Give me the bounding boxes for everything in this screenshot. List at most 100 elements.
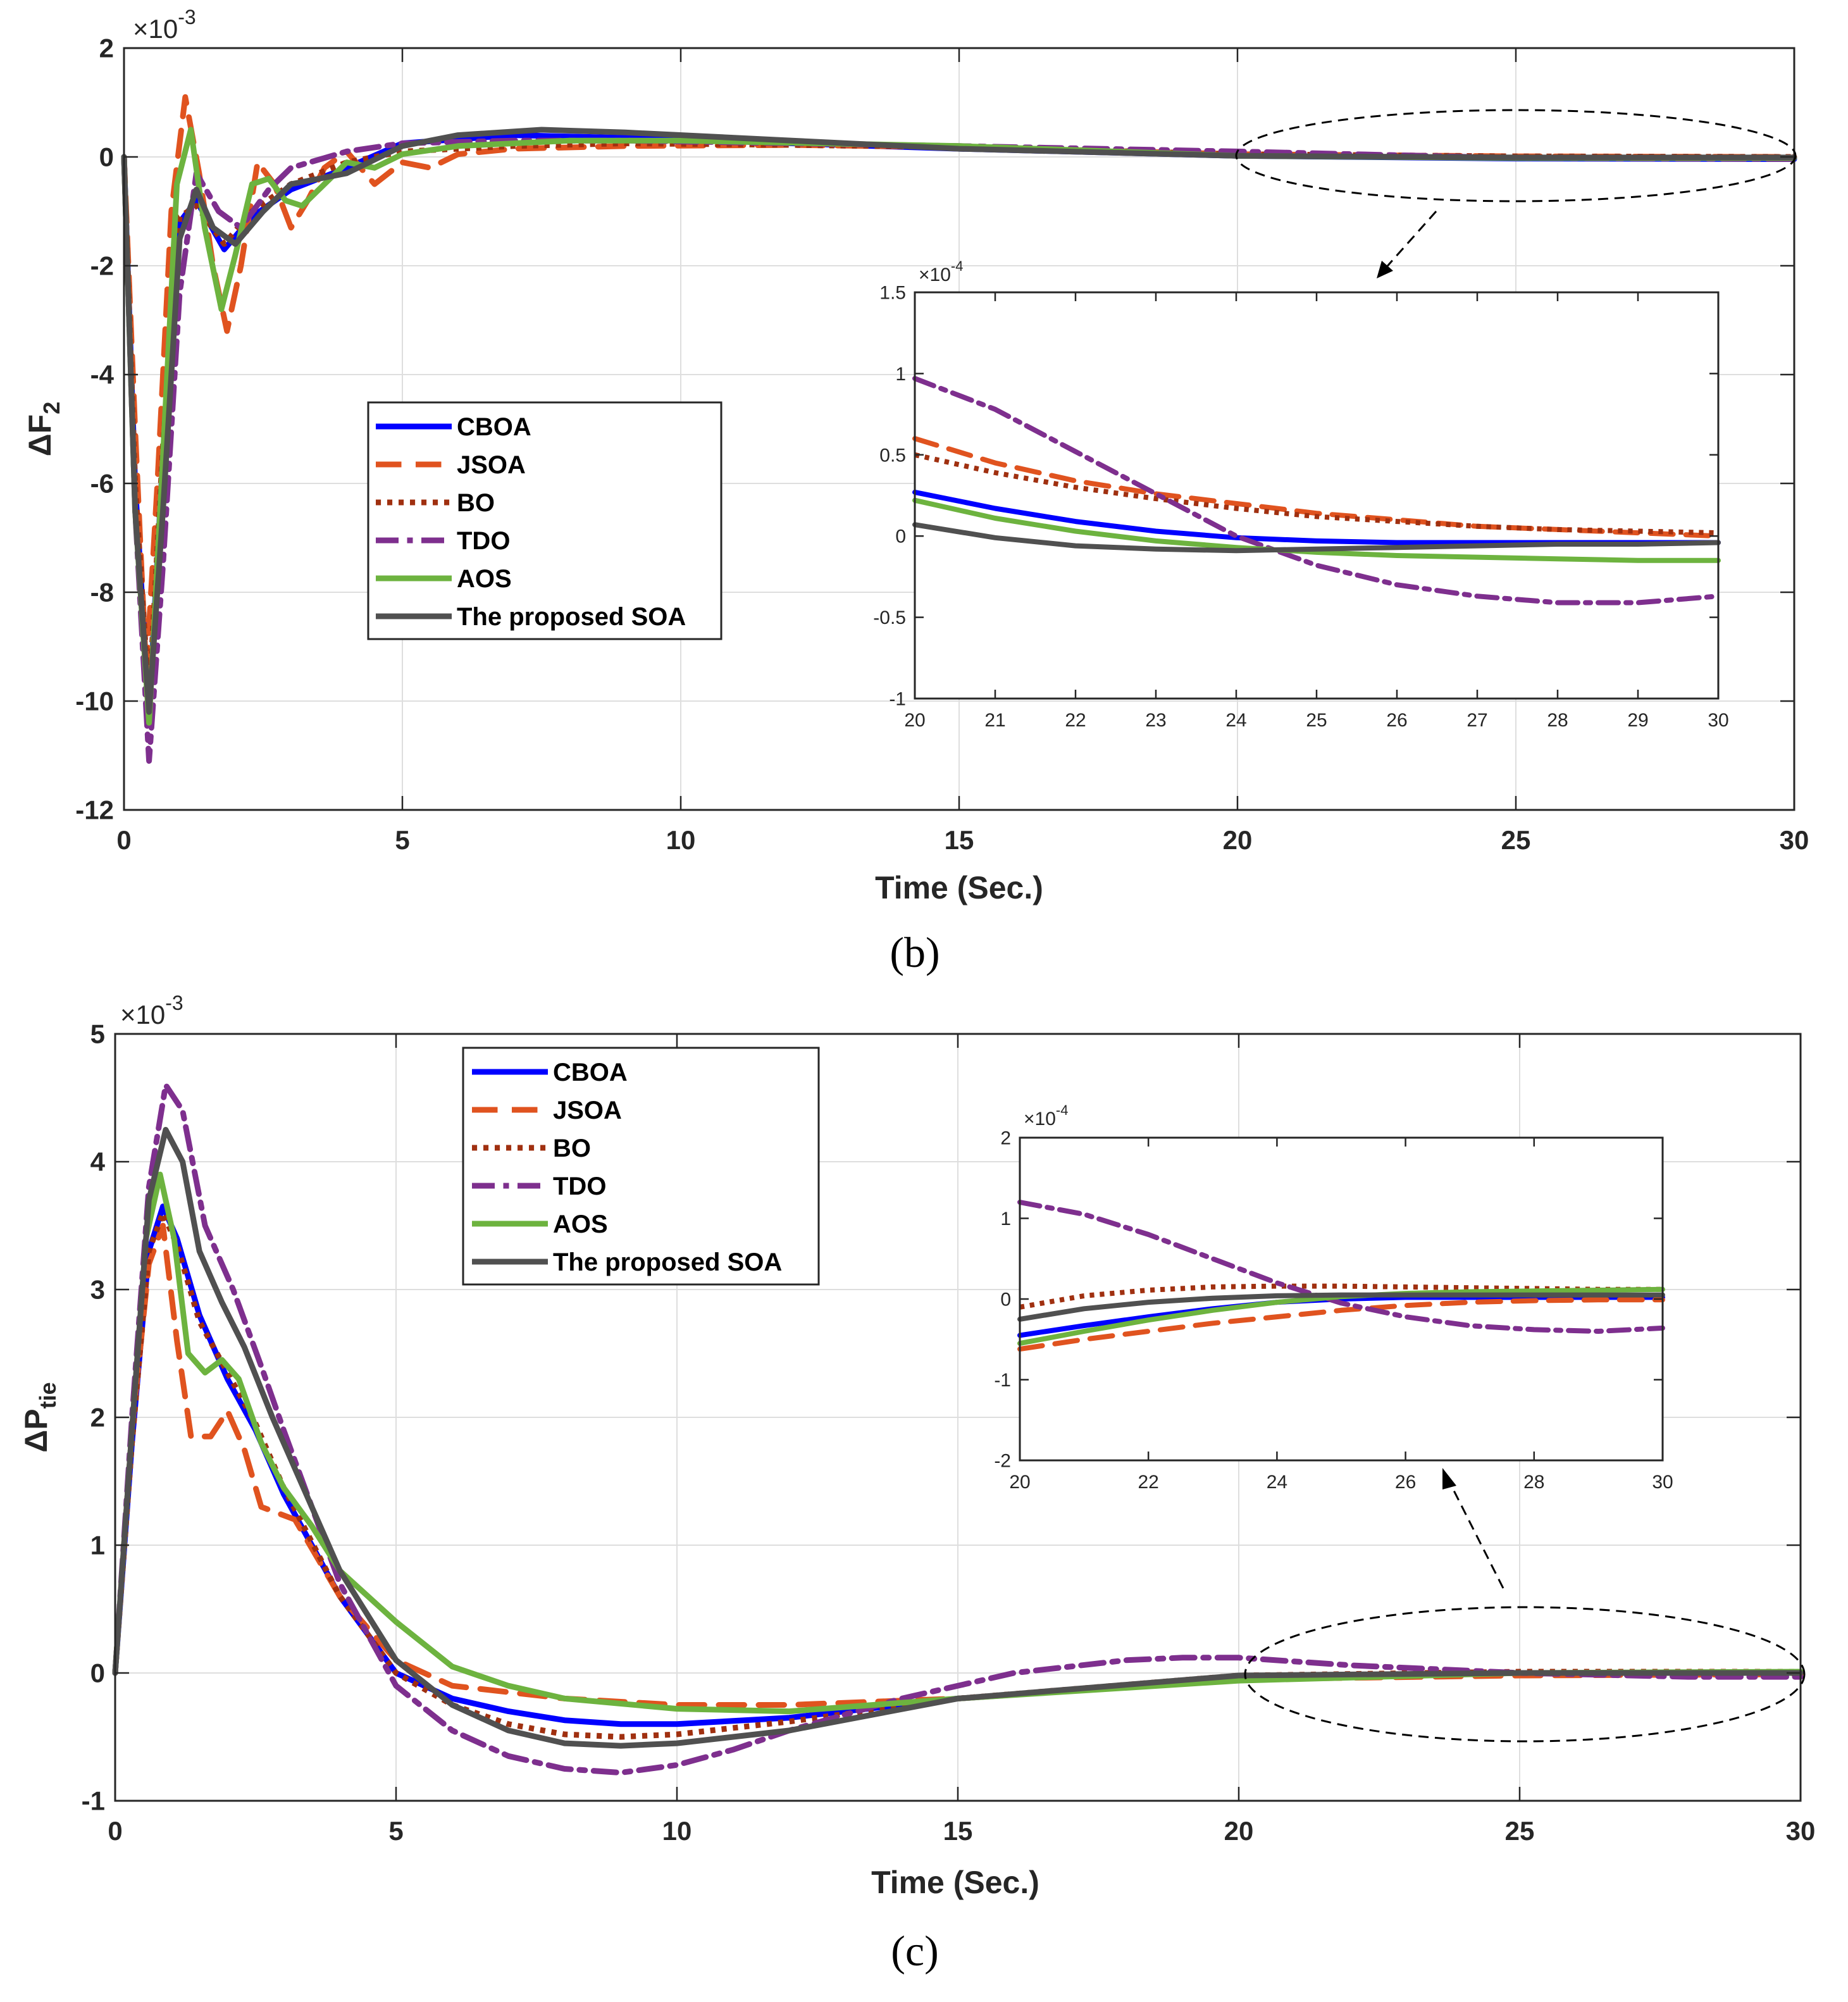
chart-b-legend-box — [367, 401, 722, 640]
chart-b-zoom-arrow — [1383, 211, 1437, 270]
bi-y-tick-label-4: 1 — [895, 364, 906, 385]
c-x-tick-label-1: 5 — [388, 1816, 403, 1846]
ci-y-tick-label-3: 1 — [1000, 1209, 1011, 1229]
b-x-tick-label-5: 25 — [1501, 825, 1531, 855]
chart-b-inset-exponent: ×10-4 — [919, 258, 963, 285]
b-y-tick-label-2: -8 — [90, 578, 114, 607]
chart-c-inset-exponent: ×10-4 — [1024, 1102, 1068, 1129]
c-x-tick-label-2: 10 — [662, 1816, 692, 1846]
c-series-jsoa — [112, 1222, 1804, 1708]
chart-c-inset: 20 22 24 26 28 30 -2 -1 0 1 2 ×10-4 — [994, 1102, 1673, 1493]
bi-x-tick-label-4: 24 — [1225, 710, 1246, 731]
bi-x-tick-label-8: 28 — [1547, 710, 1568, 731]
ci-y-tick-label-4: 2 — [1000, 1128, 1011, 1149]
c-y-tick-label-1: 0 — [90, 1658, 105, 1688]
chart-b-inset-x-ticks: 20 21 22 23 24 25 26 27 28 29 30 — [904, 292, 1729, 731]
chart-c-y-ticks: -1 0 1 2 3 4 5 — [82, 1019, 1801, 1816]
c-y-tick-label-6: 5 — [90, 1019, 105, 1049]
chart-c-legend: CBOA JSOA BO TDO AOS The proposed SOA — [462, 1047, 820, 1286]
bi-y-tick-label-2: 0 — [895, 526, 906, 547]
b-legend-label-cboa: CBOA — [457, 413, 531, 441]
chart-c-inset-x-ticks: 20 22 24 26 28 30 — [1009, 1138, 1673, 1493]
chart-b-x-ticks: 0 5 10 15 20 25 30 — [116, 48, 1809, 855]
b-x-tick-label-2: 10 — [666, 825, 696, 855]
ci-series-the-proposed-soa — [1017, 1292, 1665, 1322]
chart-b-inset-y-ticks: -1 -0.5 0 0.5 1 1.5 — [873, 283, 1718, 710]
bi-y-tick-label-5: 1.5 — [879, 283, 906, 304]
b-x-tick-label-3: 15 — [945, 825, 974, 855]
chart-b-inset-series — [912, 376, 1721, 606]
b-series-the-proposed-soa — [121, 127, 1797, 715]
bi-series-aos — [912, 497, 1721, 563]
chart-b-x-axis-label: Time (Sec.) — [875, 870, 1043, 905]
bi-x-tick-label-5: 25 — [1306, 710, 1327, 731]
bi-x-tick-label-1: 21 — [984, 710, 1005, 731]
b-x-tick-label-0: 0 — [116, 825, 131, 855]
c-x-tick-label-5: 25 — [1505, 1816, 1535, 1846]
chart-c-x-ticks: 0 5 10 15 20 25 30 — [108, 1034, 1815, 1846]
c-legend-label-aos: AOS — [553, 1210, 608, 1238]
chart-c-inset-series — [1017, 1200, 1665, 1352]
b-y-tick-label-0: -12 — [75, 795, 114, 825]
b-x-tick-label-4: 20 — [1223, 825, 1253, 855]
b-y-tick-label-1: -10 — [75, 687, 114, 716]
chart-b-series — [121, 94, 1797, 764]
chart-b: 0 5 10 15 20 25 30 -12-10-8-6-4-202 ×10-3 ΔF2 … — [22, 6, 1809, 976]
chart-c-caption: (c) — [891, 1927, 938, 1975]
chart-c-inset-y-ticks: -2 -1 0 1 2 — [994, 1128, 1663, 1472]
chart-c-zoom-arrow — [1448, 1480, 1504, 1589]
c-legend-label-jsoa: JSOA — [553, 1097, 622, 1124]
chart-b-y-axis-label: ΔF2 — [22, 402, 65, 457]
chart-b-exponent: ×10-3 — [133, 6, 196, 44]
c-legend-label-cboa: CBOA — [553, 1059, 628, 1086]
chart-c-zoom-ellipse — [1244, 1606, 1806, 1743]
chart-b-caption: (b) — [890, 928, 940, 976]
ci-x-tick-label-1: 22 — [1138, 1472, 1159, 1493]
ci-x-tick-label-0: 20 — [1009, 1472, 1030, 1493]
chart-b-inset-plot-area — [915, 292, 1718, 699]
ci-x-tick-label-4: 28 — [1523, 1472, 1544, 1493]
bi-series-the-proposed-soa — [912, 522, 1721, 554]
c-x-tick-label-4: 20 — [1224, 1816, 1254, 1846]
c-series-bo — [112, 1210, 1801, 1740]
bi-x-tick-label-3: 23 — [1145, 710, 1166, 731]
chart-b-y-ticks: -12-10-8-6-4-202 — [75, 34, 1794, 825]
bi-x-tick-label-0: 20 — [904, 710, 925, 731]
chart-c-y-axis-label: ΔPtie — [18, 1382, 61, 1452]
ci-x-tick-label-3: 26 — [1395, 1472, 1416, 1493]
chart-c-legend-box — [462, 1047, 820, 1286]
bi-x-tick-label-2: 22 — [1065, 710, 1086, 731]
c-series-the-proposed-soa — [112, 1127, 1804, 1749]
c-x-tick-label-3: 15 — [943, 1816, 973, 1846]
chart-b-zoom-arrowhead — [1377, 261, 1393, 278]
b-legend-label-jsoa: JSOA — [457, 451, 526, 479]
chart-c-x-axis-label: Time (Sec.) — [871, 1865, 1039, 1900]
c-legend-label-the-proposed-soa: The proposed SOA — [553, 1248, 782, 1276]
bi-series-jsoa — [912, 436, 1721, 539]
c-legend-label-tdo: TDO — [553, 1172, 606, 1200]
bi-x-tick-label-6: 26 — [1386, 710, 1407, 731]
b-y-tick-label-7: 2 — [99, 34, 114, 63]
b-y-tick-label-4: -4 — [90, 360, 115, 390]
b-x-tick-label-1: 5 — [395, 825, 409, 855]
bi-series-bo — [914, 452, 1719, 536]
c-x-tick-label-6: 30 — [1786, 1816, 1816, 1846]
ci-series-tdo — [1017, 1200, 1665, 1334]
chart-c-exponent: ×10-3 — [120, 992, 183, 1029]
bi-x-tick-label-7: 27 — [1467, 710, 1487, 731]
c-x-tick-label-0: 0 — [108, 1816, 122, 1846]
chart-c-legend-items: CBOA JSOA BO TDO AOS The proposed SOA — [472, 1059, 782, 1276]
ci-y-tick-label-0: -2 — [994, 1451, 1011, 1472]
bi-y-tick-label-0: -1 — [889, 689, 906, 710]
bi-y-tick-label-3: 0.5 — [879, 445, 906, 466]
c-legend-label-bo: BO — [553, 1135, 591, 1162]
chart-c-zoom-arrowhead — [1442, 1468, 1456, 1489]
b-x-tick-label-6: 30 — [1780, 825, 1809, 855]
ci-series-jsoa — [1017, 1297, 1665, 1352]
chart-b-zoom-ellipse — [1235, 109, 1797, 202]
chart-b-inset: 20 21 22 23 24 25 26 27 28 29 30 -1 -0.5 0 0.5 1 1.5 ×1… — [873, 258, 1728, 731]
ci-x-tick-label-5: 30 — [1652, 1472, 1673, 1493]
bi-x-tick-label-10: 30 — [1708, 710, 1728, 731]
